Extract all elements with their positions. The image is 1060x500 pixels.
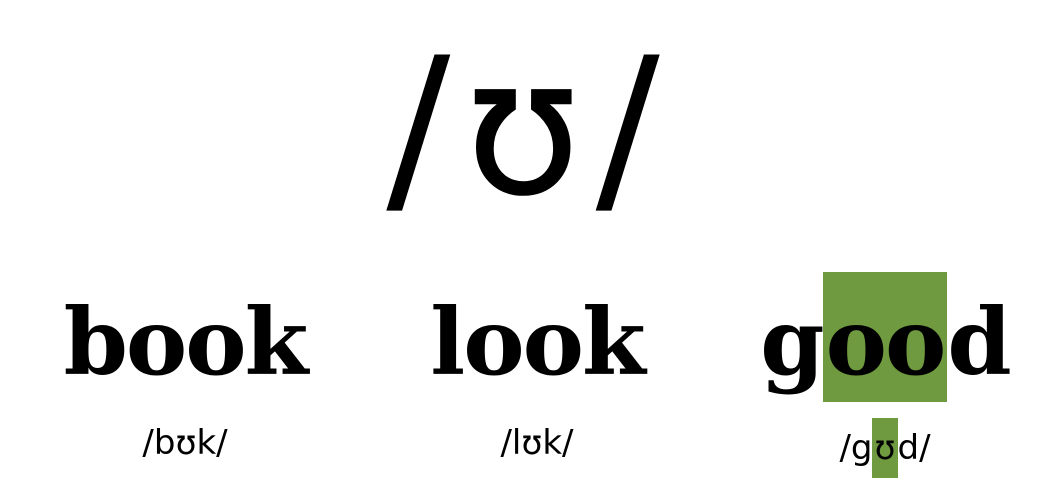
word-text-after: d [947,288,1011,396]
transcription-book: /bʊk/ [35,418,335,468]
word-text: book [63,288,309,396]
phoneme-open-slash: / [386,17,465,238]
example-word-look: look [387,282,687,402]
word-text: look [430,288,645,396]
phoneme-symbol: ʊ [464,17,596,238]
transcription-text: /lʊk/ [500,423,574,463]
transcription-look: /lʊk/ [387,418,687,468]
highlighted-vowel-symbol: ʊ [872,418,898,478]
word-text-before: g [760,288,824,396]
highlighted-vowel-letters: oo [822,282,948,402]
transcription-text-after: d/ [897,428,931,468]
transcription-text: /bʊk/ [142,423,228,463]
example-word-book: book [35,282,335,402]
phoneme-heading: /ʊ/ [0,18,1060,238]
phoneme-close-slash: / [595,17,674,238]
transcription-text-before: /g [839,428,873,468]
transcription-good: /gʊd/ [735,418,1035,478]
example-word-good: good [735,282,1035,402]
